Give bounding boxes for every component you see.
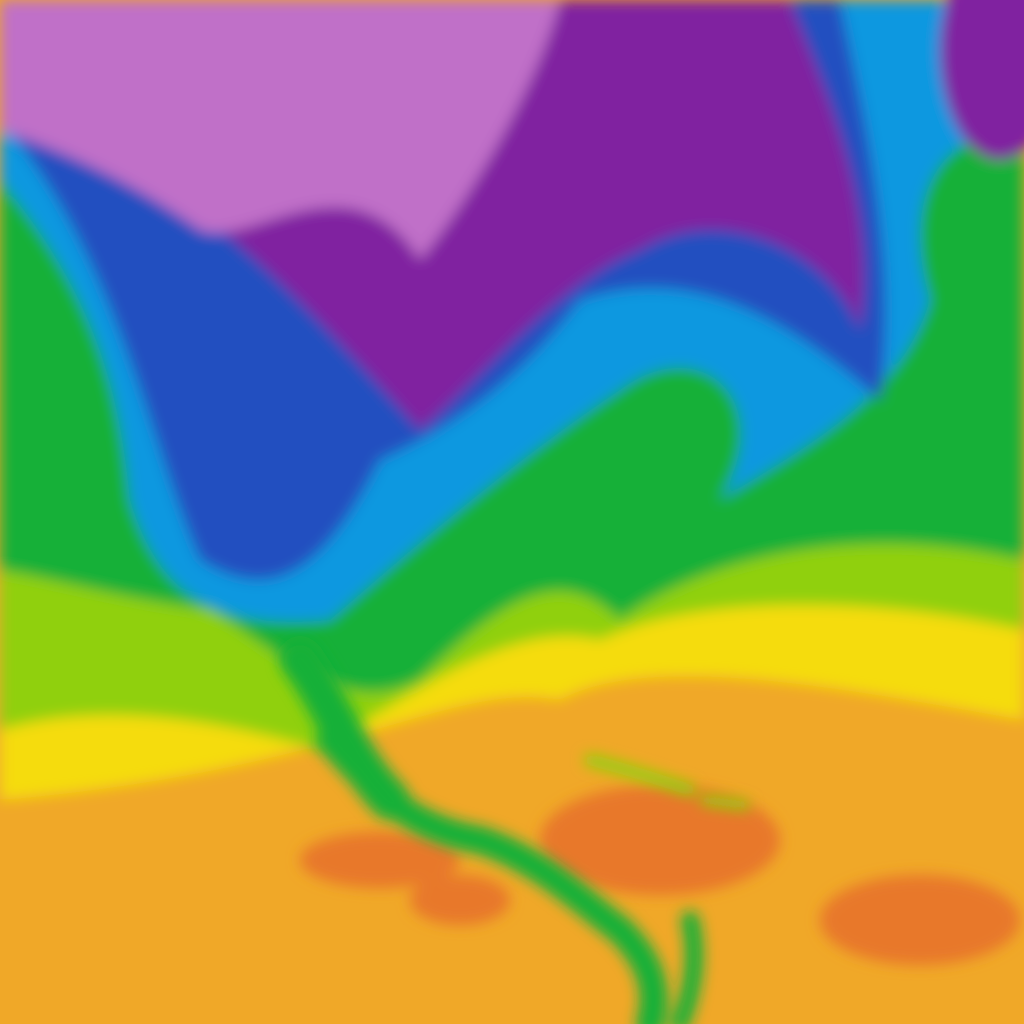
coldest-region xyxy=(0,0,560,260)
cuba-strip xyxy=(584,754,696,796)
hispaniola xyxy=(700,795,750,810)
pacific-hot-area-2 xyxy=(410,875,510,925)
arctic-corner xyxy=(940,0,1024,160)
caribbean-hot-area xyxy=(540,785,780,895)
south-america-north xyxy=(671,911,704,1024)
mexico-highlands xyxy=(280,640,410,820)
pacific-hot-area xyxy=(300,832,460,888)
atlantic-hot-area xyxy=(820,875,1020,965)
